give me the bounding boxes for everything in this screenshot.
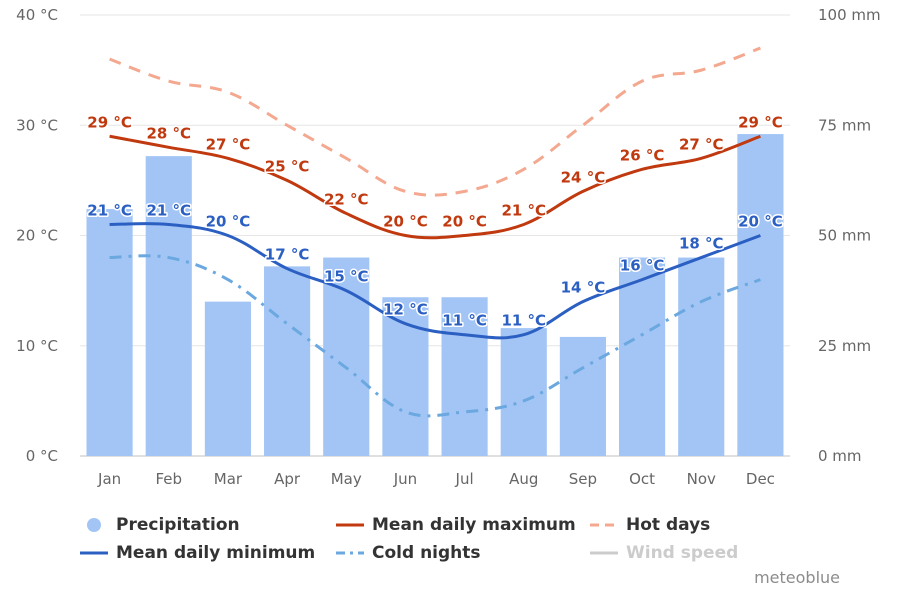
precipitation-bar	[441, 297, 488, 456]
data-label: 29 °C	[738, 113, 783, 131]
data-label: 20 °C	[738, 213, 783, 231]
series-line-mean-daily-minimum	[109, 222, 761, 340]
line-icon	[590, 546, 618, 560]
data-label: 20 °C	[442, 213, 487, 231]
right-axis-tick-label: 50 mm	[818, 227, 871, 245]
precipitation-bar	[145, 156, 192, 456]
legend-label: Mean daily maximum	[372, 515, 576, 535]
x-axis-tick-label: Nov	[687, 470, 716, 488]
right-axis-tick-label: 0 mm	[818, 447, 862, 465]
credit-text[interactable]: meteoblue	[754, 568, 840, 587]
data-label: 20 °C	[206, 213, 251, 231]
legend-label: Hot days	[626, 515, 711, 535]
x-axis-tick-label: Mar	[214, 470, 243, 488]
legend-item-mean-daily-minimum[interactable]: Mean daily minimum	[80, 543, 315, 563]
precipitation-bar	[737, 134, 784, 456]
x-axis-tick-label: May	[331, 470, 362, 488]
legend-item-hot-days[interactable]: Hot days	[590, 515, 710, 535]
data-label: 22 °C	[324, 190, 369, 208]
data-label: 21 °C	[501, 201, 546, 219]
x-axis-tick-label: Dec	[746, 470, 775, 488]
data-label: 28 °C	[146, 124, 191, 142]
left-axis-tick-label: 10 °C	[16, 337, 58, 355]
precipitation-bar	[323, 257, 370, 456]
x-axis-tick-label: Apr	[274, 470, 301, 488]
precipitation-bar	[264, 266, 311, 456]
x-axis-tick-label: Jun	[393, 470, 417, 488]
x-axis-tick-label: Jul	[455, 470, 474, 488]
left-axis-tick-label: 40 °C	[16, 6, 58, 24]
data-label: 15 °C	[324, 268, 369, 286]
data-label: 25 °C	[265, 157, 310, 175]
x-axis-tick-label: Sep	[569, 470, 597, 488]
data-label: 17 °C	[265, 246, 310, 264]
data-label: 11 °C	[442, 312, 487, 330]
line-icon	[336, 518, 364, 532]
precipitation-bar	[382, 297, 429, 456]
series-line-hot-days	[109, 46, 761, 197]
data-label: 29 °C	[87, 113, 132, 131]
legend-label: Precipitation	[116, 515, 240, 535]
data-label: 27 °C	[206, 135, 251, 153]
series-line-mean-daily-maximum	[109, 134, 761, 240]
x-axis-tick-label: Jan	[97, 470, 121, 488]
right-axis-tick-label: 75 mm	[818, 116, 871, 134]
x-axis-tick-label: Feb	[155, 470, 182, 488]
right-axis-tick-label: 25 mm	[818, 337, 871, 355]
chart-legend: Precipitation Mean daily maximum Hot day…	[80, 515, 780, 571]
data-label: 21 °C	[146, 201, 191, 219]
legend-item-wind-speed[interactable]: Wind speed	[590, 543, 738, 563]
data-label: 20 °C	[383, 213, 428, 231]
data-label: 14 °C	[561, 279, 606, 297]
data-label: 24 °C	[561, 168, 606, 186]
precipitation-bar	[678, 257, 725, 456]
data-label: 16 °C	[620, 257, 665, 275]
precipitation-bar	[204, 301, 251, 456]
legend-label: Mean daily minimum	[116, 543, 316, 563]
x-axis-tick-label: Aug	[509, 470, 538, 488]
dashdot-line-icon	[336, 546, 364, 560]
precipitation-bar	[86, 209, 133, 456]
x-axis-tick-label: Oct	[629, 470, 655, 488]
legend-item-mean-daily-maximum[interactable]: Mean daily maximum	[336, 515, 576, 535]
left-axis-tick-label: 30 °C	[16, 116, 58, 134]
data-label: 18 °C	[679, 235, 724, 253]
right-axis-tick-label: 100 mm	[818, 6, 881, 24]
data-label: 11 °C	[501, 312, 546, 330]
legend-label: Cold nights	[372, 543, 481, 563]
legend-item-precipitation[interactable]: Precipitation	[80, 515, 240, 535]
line-icon	[80, 546, 108, 560]
legend-label: Wind speed	[626, 543, 739, 563]
circle-icon	[80, 518, 108, 532]
dashed-line-icon	[590, 518, 618, 532]
data-label: 26 °C	[620, 146, 665, 164]
precipitation-bar	[559, 336, 606, 456]
precipitation-bar	[619, 257, 666, 456]
data-label: 21 °C	[87, 201, 132, 219]
precipitation-bar	[500, 328, 547, 456]
left-axis-tick-label: 20 °C	[16, 227, 58, 245]
data-label: 27 °C	[679, 135, 724, 153]
left-axis-tick-label: 0 °C	[26, 447, 58, 465]
legend-item-cold-nights[interactable]: Cold nights	[336, 543, 481, 563]
series-line-cold-nights	[109, 254, 761, 418]
data-label: 12 °C	[383, 301, 428, 319]
